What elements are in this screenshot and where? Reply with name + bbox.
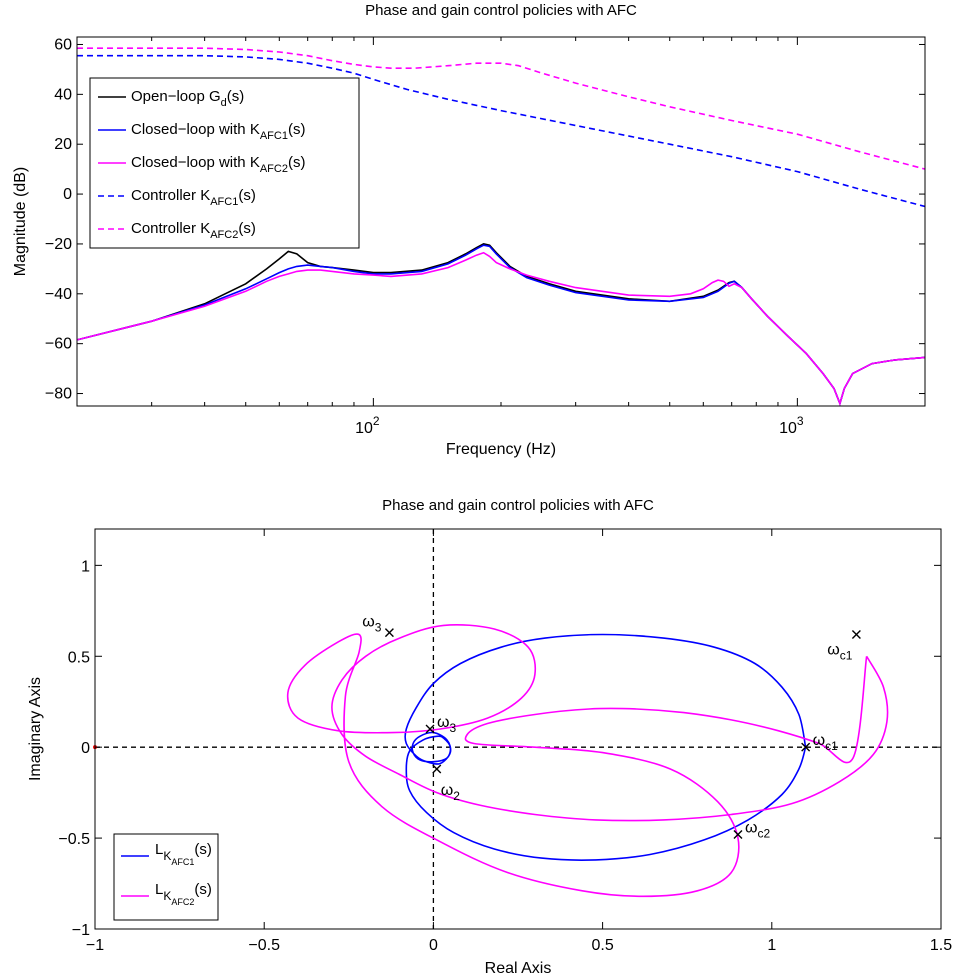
y-tick-label: 40 [54, 86, 72, 103]
legend-entry: Closed−loop with KAFC1(s) [131, 121, 305, 142]
legend-entry: Controller KAFC2(s) [131, 220, 256, 241]
frequency-label: ωc1 [827, 641, 853, 662]
frequency-label: ω2 [441, 782, 461, 803]
series-group [95, 529, 941, 929]
frequency-marker [733, 829, 743, 839]
frequency-label: ωc2 [745, 819, 771, 840]
y-tick-label: 60 [54, 36, 72, 53]
nyquist-chart: ωc1 ω3 ω2 ωc1 ω3 ωc2 −1 −0.5 0 0.5 1 1.5 1 0.5 0 −0.5 −1… [27, 497, 952, 977]
x-tick-label: 0 [429, 937, 438, 954]
series-line-3 [77, 251, 925, 406]
y-tick-label: −40 [45, 286, 72, 303]
frequency-label: ω3 [362, 614, 382, 635]
y-tick-label: 20 [54, 136, 72, 153]
y-tick-label: −20 [45, 236, 72, 253]
plot-area [95, 529, 941, 929]
x-tick-label: 0.5 [591, 937, 613, 954]
frequency-label: ω3 [437, 714, 457, 735]
y-tick-label: −0.5 [58, 831, 90, 848]
x-axis-label: Frequency (Hz) [446, 441, 556, 458]
frequency-marker [384, 628, 394, 638]
frequency-marker [425, 724, 435, 734]
y-tick-label: −1 [72, 922, 90, 939]
nyquist-curve-1 [404, 633, 807, 861]
x-axis-label: Real Axis [485, 960, 552, 977]
x-tick-label: −0.5 [248, 937, 280, 954]
bode-magnitude-chart: 60 40 20 0 −20 −40 −60 −80 102 103 Phase and gain … [12, 2, 926, 458]
frequency-label: ωc1 [813, 732, 839, 753]
series-line-4 [77, 54, 925, 208]
y-axis-label: Magnitude (dB) [12, 167, 29, 276]
y-tick-label: −60 [45, 336, 72, 353]
frequency-marker [432, 764, 442, 774]
legend-entry: Open−loop Gd(s) [131, 88, 244, 109]
series-group [77, 47, 925, 406]
frequency-marker [851, 629, 861, 639]
y-tick-label: 1 [81, 558, 90, 575]
series-line-5 [77, 47, 925, 170]
nyquist-curve-2 [286, 623, 889, 898]
chart-title: Phase and gain control policies with AFC [382, 497, 654, 514]
x-tick-label: 103 [779, 414, 804, 437]
y-axis-label: Imaginary Axis [27, 677, 44, 781]
frequency-marker [801, 742, 811, 752]
legend-box [113, 833, 219, 921]
legend-entry: LKAFC2(s) [155, 881, 212, 907]
axes-box [94, 528, 942, 930]
legend-entry: Closed−loop with KAFC2(s) [131, 154, 305, 175]
legend-entry: Controller KAFC1(s) [131, 187, 256, 208]
x-tick-label: 102 [355, 414, 380, 437]
y-tick-label: 0.5 [68, 649, 90, 666]
y-tick-label: −80 [45, 386, 72, 403]
x-tick-label: −1 [86, 937, 104, 954]
x-tick-label: 1.5 [930, 937, 952, 954]
y-tick-label: 0 [81, 740, 90, 757]
x-tick-label: 1 [767, 937, 776, 954]
legend-entry: LKAFC1(s) [155, 841, 212, 867]
legend-box [89, 77, 360, 249]
chart-title: Phase and gain control policies with AFC [365, 2, 637, 19]
y-tick-label: 0 [63, 186, 72, 203]
